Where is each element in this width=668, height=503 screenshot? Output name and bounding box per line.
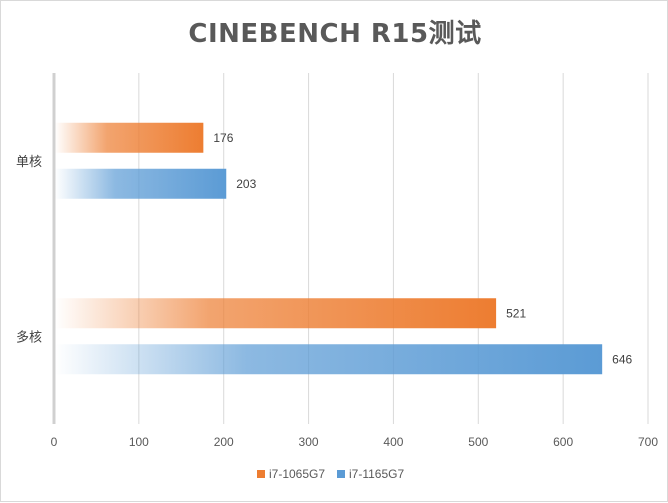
- x-tick-label: 300: [299, 435, 319, 449]
- bars: [55, 122, 603, 375]
- x-tick-label: 400: [383, 435, 403, 449]
- legend-swatch: [337, 470, 345, 478]
- x-tick-label: 0: [51, 435, 58, 449]
- chart-title: CINEBENCH R15测试: [188, 19, 482, 49]
- bar: [55, 298, 497, 329]
- data-label: 176: [213, 131, 233, 145]
- legend-swatch: [257, 470, 265, 478]
- data-labels: 176 203 521 646: [213, 131, 632, 367]
- x-tick-label: 500: [468, 435, 488, 449]
- data-label: 646: [612, 352, 632, 366]
- x-tick-label: 600: [553, 435, 573, 449]
- bar: [55, 122, 204, 153]
- bar: [55, 344, 603, 375]
- x-tick-label: 100: [129, 435, 149, 449]
- legend-label: i7-1065G7: [269, 467, 325, 481]
- data-label: 521: [506, 306, 526, 320]
- bar: [55, 168, 227, 199]
- x-tick-labels: 0 100 200 300 400 500 600 700: [51, 435, 659, 449]
- data-label: 203: [236, 177, 256, 191]
- x-tick-label: 700: [638, 435, 658, 449]
- category-label: 多核: [16, 329, 42, 345]
- x-tick-label: 200: [214, 435, 234, 449]
- legend: i7-1065G7 i7-1165G7: [257, 467, 404, 481]
- category-label: 单核: [16, 155, 42, 170]
- legend-label: i7-1165G7: [349, 467, 404, 481]
